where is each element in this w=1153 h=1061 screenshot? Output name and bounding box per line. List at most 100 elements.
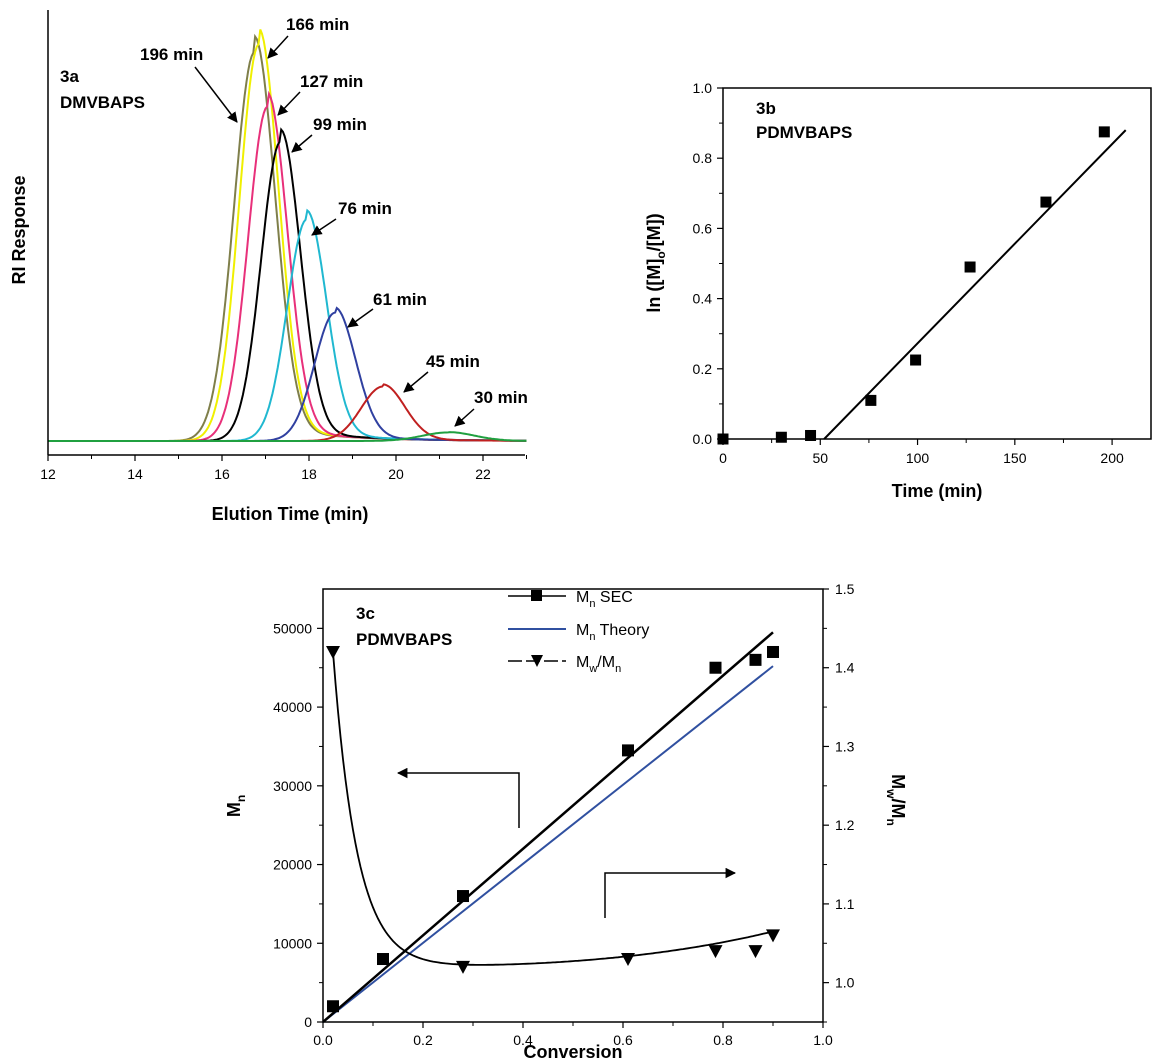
- x-tick-label: 0.0: [313, 1032, 333, 1048]
- arrow-127-min: [277, 91, 301, 116]
- x-axis-label-3c: Conversion: [523, 1042, 622, 1061]
- fit-line: [823, 129, 1127, 440]
- x-ticks-3a: 12 14 16 18 20 22: [40, 455, 527, 482]
- y-left-tick-label: 10000: [273, 935, 312, 951]
- ticks-3b: 0 50 100 150 200 0.0 0.2 0.4 0.6 0.8 1.0: [693, 80, 1124, 466]
- annotation-45-min: 45 min: [426, 352, 480, 371]
- y-right-tick-label: 1.5: [835, 581, 855, 597]
- legend-text-slash: /: [597, 654, 602, 671]
- panel-sublabel-3a: DMVBAPS: [60, 93, 145, 112]
- legend-label-mw-mn: Mw/Mn: [576, 654, 621, 675]
- sec-point: [749, 653, 762, 666]
- x-axis-label-3b: Time (min): [892, 481, 983, 501]
- arrow-61-min: [347, 308, 374, 328]
- y-left-tick-label: 40000: [273, 699, 312, 715]
- left-axis-arrow: [396, 767, 520, 828]
- x-tick-label: 0.4: [513, 1032, 533, 1048]
- y-tick-label: 0.0: [693, 431, 713, 447]
- plot-3c: [322, 631, 780, 1023]
- data-point: [964, 261, 976, 273]
- x-tick-label: 16: [214, 466, 230, 482]
- legend-marker-mw-mn: [531, 655, 543, 667]
- x-tick-label: 1.0: [813, 1032, 833, 1048]
- legend-label-mn-theory: Mn Theory: [576, 622, 649, 643]
- annotation-196-min: 196 min: [140, 45, 203, 64]
- sec-point: [622, 744, 634, 757]
- data-point: [1098, 126, 1110, 138]
- sec-point: [709, 661, 722, 674]
- x-tick-label: 150: [1003, 450, 1027, 466]
- ticks-3c: 0.0 0.2 0.4 0.6 0.8 1.0 0 10000 20000 30000 40000 5…: [273, 581, 855, 1048]
- y-tick-label: 0.4: [693, 291, 713, 307]
- legend-marker-mn-sec: [531, 590, 542, 601]
- sec-point: [327, 1000, 339, 1013]
- panel-label-3a: 3a: [60, 67, 79, 86]
- y-tick-label: 1.0: [693, 80, 713, 96]
- y-tick-label: 0.8: [693, 150, 713, 166]
- y-right-tick-label: 1.2: [835, 817, 855, 833]
- y-left-tick-label: 20000: [273, 857, 312, 873]
- y-left-tick-label: 50000: [273, 620, 312, 636]
- panel-3c: 0.0 0.2 0.4 0.6 0.8 1.0 0 10000 20000 30000 40000 5…: [224, 581, 908, 1061]
- data-point: [775, 431, 787, 443]
- annotation-30-min: 30 min: [474, 388, 528, 407]
- sec-point: [377, 953, 389, 966]
- panel-3a: 12 14 16 18 20 22 Elution Time (min) RI Respo…: [9, 10, 528, 524]
- plot-3b: [717, 126, 1127, 445]
- x-tick-label: 0.2: [413, 1032, 433, 1048]
- y-right-tick-label: 1.4: [835, 660, 855, 676]
- panel-sublabel-3b: PDMVBAPS: [756, 123, 852, 142]
- arrow-166-min: [267, 35, 289, 59]
- y-right-tick-label: 1.0: [835, 975, 855, 991]
- chromatogram-curves: [48, 29, 527, 442]
- right-axis-arrow: [604, 867, 737, 918]
- data-point: [717, 433, 729, 445]
- y-tick-label: 0.6: [693, 220, 713, 236]
- sec-point: [767, 645, 779, 658]
- pdi-point: [766, 929, 780, 943]
- pdi-point: [326, 645, 340, 659]
- annotation-166-min: 166 min: [286, 15, 349, 34]
- arrow-76-min: [311, 218, 337, 236]
- y-axis-label-left-3c: Mn: [224, 795, 248, 817]
- x-tick-label: 0.8: [713, 1032, 733, 1048]
- arrow-196-min: [194, 66, 238, 123]
- legend-label-mn-sec: Mn SEC: [576, 589, 633, 610]
- pdi-point: [708, 945, 723, 959]
- theory-line: [322, 665, 774, 1023]
- x-tick-label: 12: [40, 466, 56, 482]
- y-right-tick-label: 1.3: [835, 738, 855, 754]
- legend-text-theory: Theory: [600, 622, 650, 639]
- legend-3c: Mn SEC Mn Theory Mw/Mn: [508, 589, 649, 675]
- x-tick-label: 0.6: [613, 1032, 633, 1048]
- x-axis-label-3a: Elution Time (min): [212, 504, 369, 524]
- annotation-127-min: 127 min: [300, 72, 363, 91]
- data-point: [1040, 196, 1052, 208]
- data-point: [910, 354, 922, 366]
- pdi-curve: [332, 651, 774, 966]
- pdi-point: [748, 945, 763, 959]
- panel-3b: 0 50 100 150 200 0.0 0.2 0.4 0.6 0.8 1.0 Time (min…: [644, 80, 1152, 501]
- x-tick-label: 0: [719, 450, 727, 466]
- x-tick-label: 50: [812, 450, 828, 466]
- pdi-point: [621, 953, 635, 967]
- data-point: [805, 429, 817, 441]
- x-tick-label: 18: [301, 466, 317, 482]
- annotation-76-min: 76 min: [338, 199, 392, 218]
- y-tick-label: 0.2: [693, 361, 713, 377]
- annotation-61-min: 61 min: [373, 290, 427, 309]
- annotation-99-min: 99 min: [313, 115, 367, 134]
- data-point: [865, 394, 877, 406]
- y-left-tick-label: 0: [304, 1014, 312, 1030]
- sec-fit-line: [322, 631, 774, 1023]
- x-tick-label: 200: [1100, 450, 1124, 466]
- sec-point: [457, 890, 469, 903]
- x-tick-label: 14: [127, 466, 143, 482]
- arrow-45-min: [403, 371, 429, 393]
- arrow-99-min: [291, 134, 313, 153]
- panel-label-3b: 3b: [756, 99, 776, 118]
- legend-text-sec: SEC: [600, 589, 633, 606]
- y-axis-label-right-3c: Mw/Mn: [884, 774, 908, 826]
- y-right-tick-label: 1.1: [835, 896, 855, 912]
